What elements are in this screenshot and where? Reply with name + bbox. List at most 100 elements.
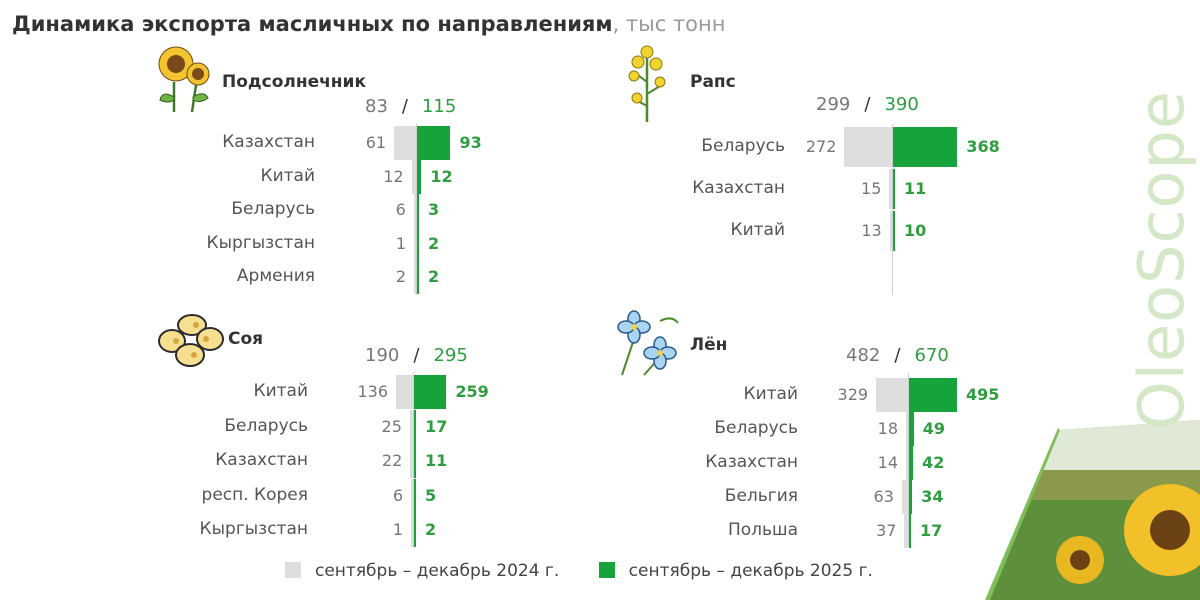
value-prev: 18 xyxy=(877,419,898,438)
value-prev: 2 xyxy=(395,267,406,286)
total-separator: / xyxy=(413,345,420,366)
total-curr: 115 xyxy=(421,96,457,117)
total-curr: 295 xyxy=(433,345,468,366)
bar-prev xyxy=(411,513,413,547)
flax-icon xyxy=(617,310,679,376)
totals: 299 / 390 xyxy=(816,94,919,115)
soybean-icon xyxy=(158,314,224,367)
value-prev: 13 xyxy=(861,221,882,240)
bar-prev xyxy=(906,412,908,446)
bar-curr xyxy=(893,169,895,209)
bar-curr xyxy=(417,126,451,160)
bar-curr xyxy=(417,193,419,227)
axis-line xyxy=(413,373,414,547)
legend: сентябрь – декабрь 2024 г. сентябрь – де… xyxy=(285,561,907,581)
category-label: Казахстан xyxy=(222,132,315,152)
legend-swatch-prev xyxy=(285,562,301,578)
value-curr: 11 xyxy=(904,179,927,198)
crop-name: Лён xyxy=(690,335,728,355)
bar-curr xyxy=(414,409,417,444)
title-unit: , тыс тонн xyxy=(612,12,726,36)
panel-soy: Соя 190/295 Китай 136 259 Беларусь 25 17 Казахс… xyxy=(150,305,710,575)
total-prev: 83 xyxy=(365,96,388,117)
value-curr: 11 xyxy=(425,451,448,470)
rapeseed-icon xyxy=(628,45,666,122)
category-label: Бельгия xyxy=(724,486,798,506)
panel-sunflower: Подсолнечник 83/115 Казахстан 61 93 Китай 12 1… xyxy=(150,40,710,310)
value-prev: 25 xyxy=(381,416,402,436)
legend-item-curr: сентябрь – декабрь 2025 г. xyxy=(598,561,873,581)
value-prev: 22 xyxy=(381,451,403,470)
total-curr: 670 xyxy=(914,345,949,366)
total-prev: 190 xyxy=(365,345,400,366)
value-curr: 10 xyxy=(904,221,927,240)
value-prev: 14 xyxy=(877,453,898,472)
panel-flax: Лён 482 / 670 Китай 329 495 Беларусь 18 49 Казахс… xyxy=(610,305,1170,575)
category-label: Кыргызстан xyxy=(206,232,315,253)
value-curr: 93 xyxy=(459,133,482,152)
category-label: Китай xyxy=(730,220,786,240)
value-curr: 42 xyxy=(922,453,945,472)
bar-curr xyxy=(909,378,957,412)
value-curr: 3 xyxy=(428,200,440,219)
totals: 190 / 295 xyxy=(365,345,468,366)
bar-prev xyxy=(410,444,413,478)
crop-name: Соя xyxy=(228,329,264,349)
value-curr: 495 xyxy=(966,385,1000,404)
total-prev: 299 xyxy=(816,94,851,115)
bar-prev xyxy=(413,193,416,227)
bar-curr xyxy=(893,211,895,251)
bar-curr xyxy=(414,444,416,478)
legend-label-prev: сентябрь – декабрь 2024 г. xyxy=(315,561,560,581)
axis-line xyxy=(908,373,909,547)
legend-item-prev: сентябрь – декабрь 2024 г. xyxy=(285,561,559,581)
bar-curr xyxy=(909,412,914,446)
crop-name: Подсолнечник xyxy=(222,72,366,92)
totals: 83 / 115 xyxy=(365,96,456,117)
total-separator: / xyxy=(401,96,408,117)
value-curr: 12 xyxy=(430,166,453,186)
bar-prev xyxy=(396,375,413,409)
total-separator: / xyxy=(894,345,901,366)
value-prev: 15 xyxy=(861,179,882,198)
axis-line xyxy=(892,124,893,295)
bar-curr xyxy=(893,127,958,167)
value-prev: 37 xyxy=(876,521,897,540)
bar-prev xyxy=(901,480,908,514)
value-curr: 2 xyxy=(428,233,440,253)
crop-name: Рапс xyxy=(690,72,736,92)
total-curr: 390 xyxy=(884,94,919,115)
total-prev: 482 xyxy=(846,345,881,366)
category-label: Беларусь xyxy=(231,199,315,219)
sunflower-icon xyxy=(158,46,210,113)
bar-curr xyxy=(909,446,914,480)
value-curr: 259 xyxy=(455,382,489,401)
legend-swatch-curr xyxy=(598,562,615,578)
bar-curr xyxy=(414,478,416,513)
value-curr: 2 xyxy=(425,520,437,539)
bar-prev xyxy=(906,446,908,480)
category-label: Беларусь xyxy=(714,418,798,438)
bar-curr xyxy=(909,514,911,548)
bar-prev xyxy=(876,378,908,412)
bar-prev xyxy=(414,260,416,294)
value-curr: 368 xyxy=(966,137,1000,156)
category-label: респ. Корея xyxy=(201,484,308,505)
category-label: Беларусь xyxy=(701,136,785,156)
chart-title: Динамика экспорта масличных по направлен… xyxy=(12,12,726,36)
category-label: Кыргызстан xyxy=(199,519,308,539)
category-label: Беларусь xyxy=(224,415,308,436)
bar-prev xyxy=(844,127,892,167)
brand-logo: OleoScope xyxy=(1125,90,1198,430)
bar-curr xyxy=(417,159,422,194)
category-label: Польша xyxy=(727,520,798,540)
value-prev: 136 xyxy=(357,382,388,401)
value-prev: 272 xyxy=(805,137,837,156)
bar-prev xyxy=(409,409,413,444)
value-prev: 1 xyxy=(395,233,406,253)
value-prev: 329 xyxy=(837,385,869,404)
bar-prev xyxy=(889,169,892,209)
value-prev: 6 xyxy=(395,200,406,219)
value-prev: 12 xyxy=(383,166,404,186)
value-curr: 5 xyxy=(425,485,437,505)
